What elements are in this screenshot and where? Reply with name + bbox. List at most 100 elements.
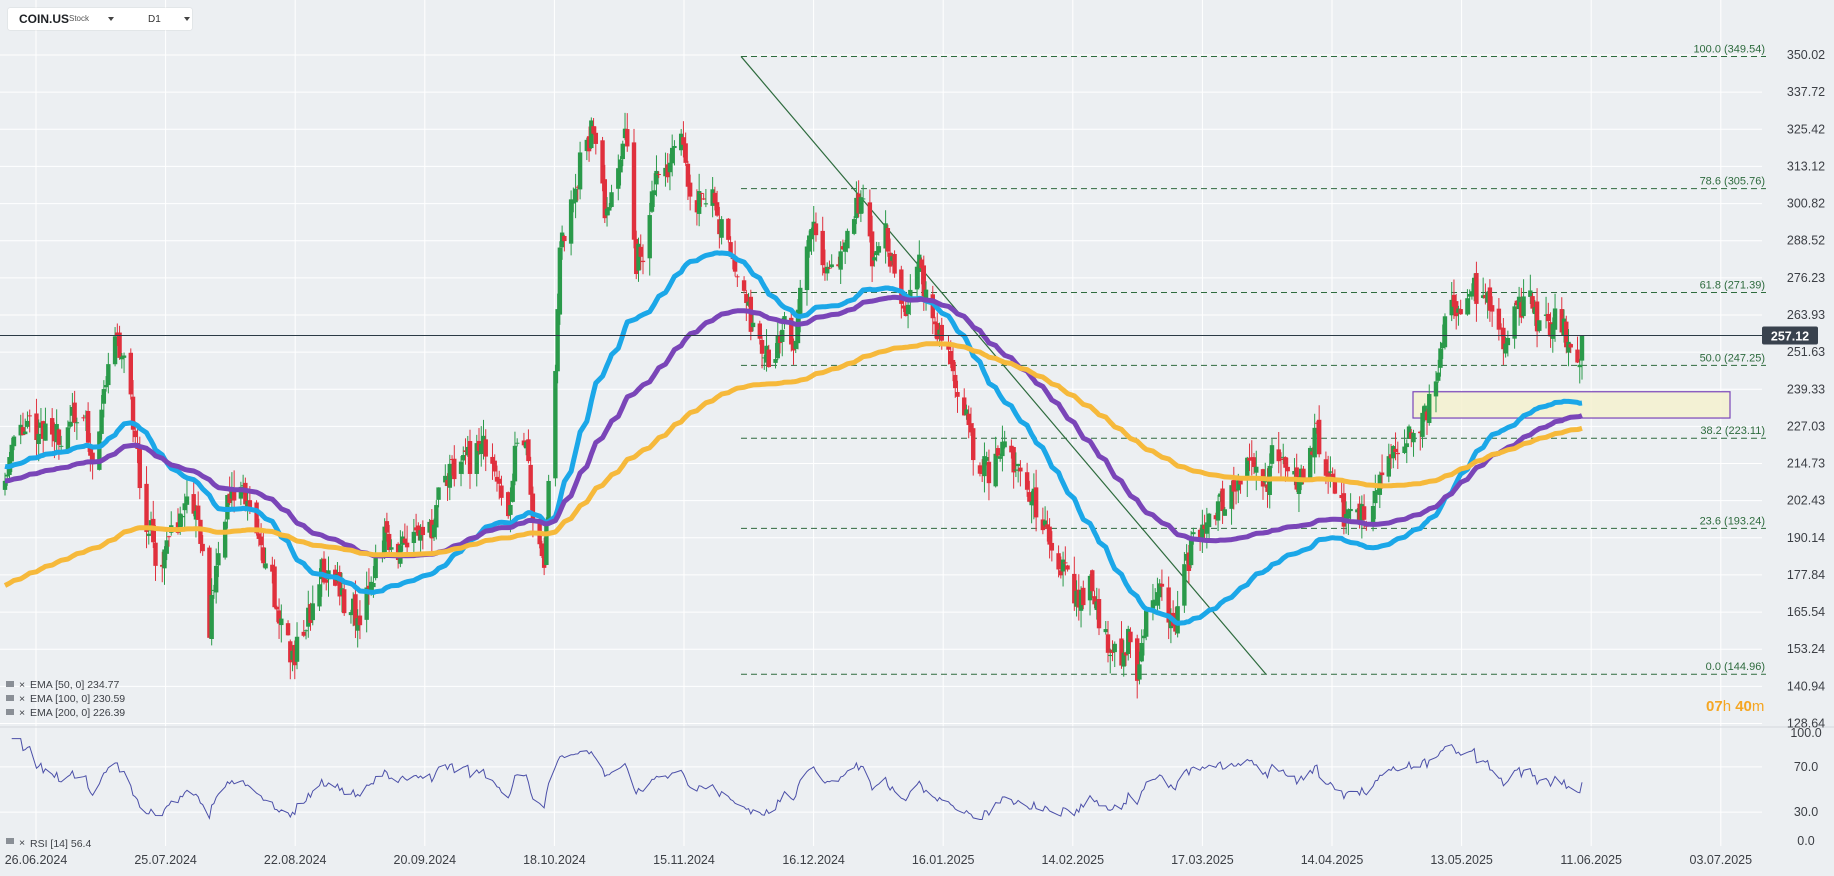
- current-price-line: 257.12: [0, 326, 1818, 345]
- fibonacci-trendline: [740, 56, 1267, 675]
- candle-body: [571, 199, 576, 204]
- candle-body: [584, 139, 590, 152]
- candle-body: [885, 228, 891, 252]
- candle-body: [1254, 466, 1259, 473]
- fibonacci-levels: 100.0 (349.54) 78.6 (305.76) 61.8 (271.39)…: [741, 43, 1766, 675]
- fibonacci-level-label: 61.8 (271.39): [1700, 279, 1765, 291]
- candle-body: [923, 289, 929, 299]
- candle-body: [128, 352, 134, 395]
- candle-body: [106, 364, 111, 386]
- candle-body: [121, 355, 127, 358]
- candle-body: [1247, 457, 1252, 461]
- candle-body: [948, 351, 953, 365]
- candle-body: [634, 238, 639, 275]
- candle-body: [807, 235, 812, 252]
- candle-body: [1074, 590, 1079, 607]
- candle-body: [227, 493, 232, 504]
- candle-body: [559, 232, 565, 248]
- candle-body: [1480, 295, 1486, 298]
- candle-body: [1422, 405, 1427, 418]
- candle-body: [427, 521, 432, 533]
- candle-body: [1029, 501, 1034, 506]
- candle-body: [840, 246, 846, 250]
- candle-body: [1550, 324, 1555, 339]
- candle-body: [602, 179, 607, 219]
- candle-body: [1402, 446, 1407, 453]
- candle-body: [997, 456, 1003, 459]
- candle-body: [353, 594, 358, 626]
- candle-body: [404, 542, 410, 548]
- candle-body: [270, 564, 275, 572]
- candle-body: [1090, 570, 1095, 592]
- candle-body: [638, 246, 643, 257]
- candle-body: [1375, 489, 1380, 491]
- candle-body: [1110, 649, 1115, 653]
- candle-body: [1108, 654, 1113, 657]
- ema-legend-label: EMA [200, 0] 226.39: [30, 707, 125, 719]
- symbol-dropdown-chevron-icon[interactable]: [108, 17, 114, 21]
- candle-body: [1512, 306, 1517, 339]
- candle-body: [245, 501, 250, 510]
- candle-body: [872, 257, 877, 261]
- candle-body: [750, 322, 756, 328]
- timeframe-label[interactable]: D1: [148, 14, 161, 25]
- candle-body: [1060, 559, 1066, 572]
- candle-body: [357, 615, 363, 626]
- candle-body: [1411, 433, 1416, 443]
- candle-body: [1579, 335, 1585, 361]
- candle-body: [153, 542, 158, 566]
- candle-body: [1440, 342, 1445, 349]
- candle-body: [856, 193, 861, 214]
- candle-body: [669, 147, 675, 164]
- candle-body: [83, 415, 89, 417]
- candle-body: [681, 137, 686, 145]
- candle-body: [1568, 344, 1573, 348]
- candle-body: [166, 536, 172, 538]
- price-axis-tick-label: 350.02: [1787, 48, 1825, 62]
- symbol-selector-bar[interactable]: COIN.US Stock D1: [8, 8, 192, 30]
- price-axis-tick-label: 165.54: [1787, 605, 1825, 619]
- candle-body: [240, 485, 246, 487]
- candle-body: [1076, 589, 1081, 608]
- candle-body: [416, 525, 421, 536]
- candle-body: [1301, 468, 1306, 478]
- candle-body: [1119, 638, 1124, 666]
- candle-body: [604, 208, 610, 216]
- candle-body: [463, 450, 468, 452]
- legend-visibility-icon: [6, 695, 14, 701]
- candle-body: [366, 585, 372, 589]
- candle-body: [382, 526, 387, 555]
- candle-body: [402, 538, 408, 544]
- candle-body: [1359, 504, 1365, 521]
- candle-body: [1330, 473, 1335, 480]
- candle-body: [178, 513, 183, 529]
- candle-body: [348, 612, 354, 616]
- candle-body: [620, 143, 625, 160]
- candle-body: [687, 182, 693, 197]
- candle-body: [1559, 309, 1564, 333]
- candle-body: [1379, 472, 1385, 476]
- candle-body: [980, 468, 985, 474]
- candle-body: [1128, 631, 1133, 643]
- candle-body: [1233, 490, 1239, 492]
- candle-body: [1000, 441, 1005, 457]
- candle-body: [609, 192, 614, 207]
- candle-body: [211, 589, 217, 591]
- symbol-label[interactable]: COIN.US: [19, 12, 70, 26]
- candle-body: [523, 442, 529, 449]
- candle-body: [544, 523, 549, 565]
- candle-body: [88, 447, 93, 456]
- candle-body: [1206, 513, 1212, 528]
- candle-body: [274, 606, 280, 610]
- candle-body: [647, 215, 652, 259]
- indicator-legend: × EMA [50, 0] 234.77 × EMA [100, 0] 230.59 ×…: [6, 679, 125, 719]
- candle-body: [732, 257, 738, 272]
- candle-body: [712, 192, 718, 204]
- candle-body: [1355, 509, 1360, 513]
- candle-body: [1218, 493, 1223, 497]
- candle-body: [526, 439, 531, 462]
- ema-lines: [3, 250, 1583, 626]
- timeframe-dropdown-chevron-icon[interactable]: [184, 17, 190, 21]
- candle-body: [1276, 449, 1281, 462]
